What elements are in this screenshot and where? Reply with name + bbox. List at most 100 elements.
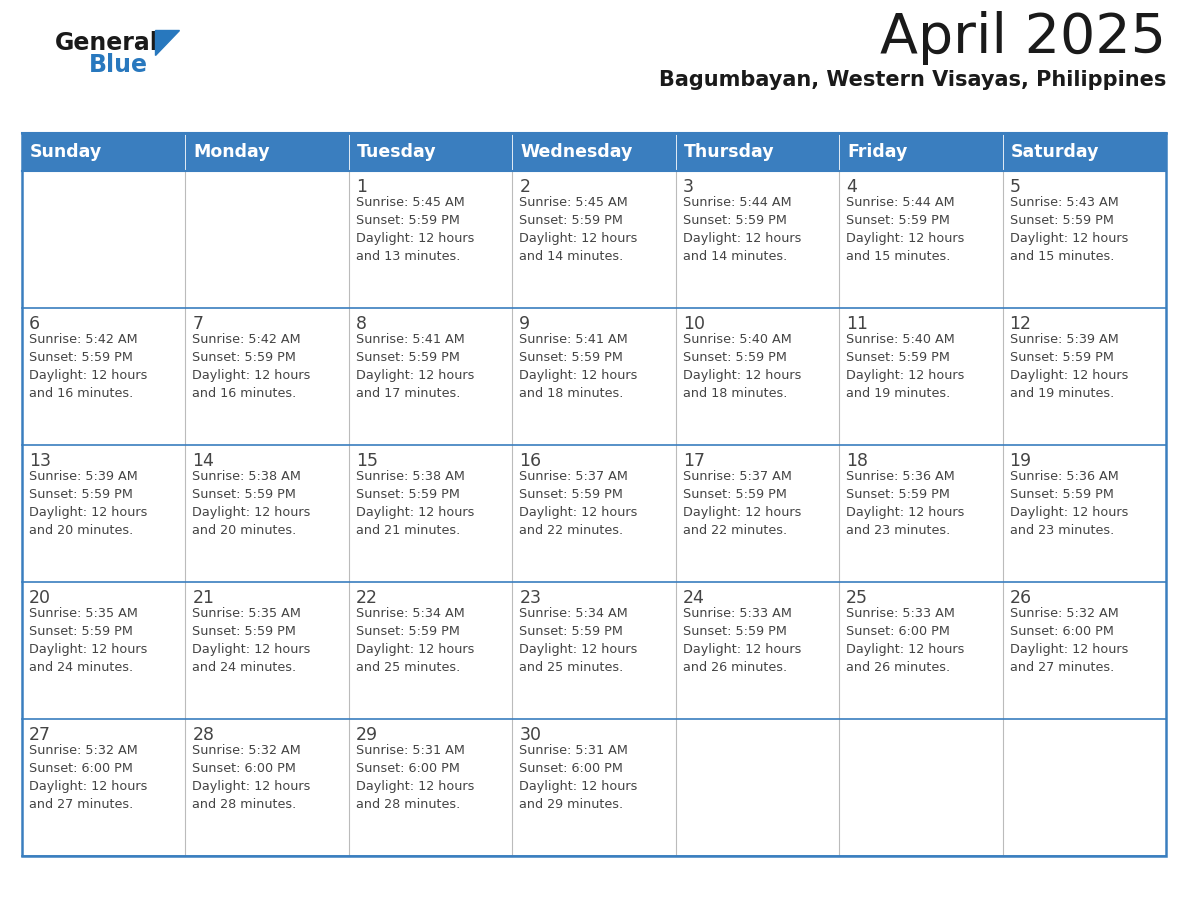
Bar bbox=[349, 171, 512, 308]
Text: General: General bbox=[55, 31, 159, 55]
Bar bbox=[512, 719, 676, 856]
Text: Sunrise: 5:38 AM: Sunrise: 5:38 AM bbox=[356, 470, 465, 483]
Text: and 26 minutes.: and 26 minutes. bbox=[683, 661, 786, 674]
Bar bbox=[349, 582, 512, 719]
Text: Sunset: 5:59 PM: Sunset: 5:59 PM bbox=[519, 625, 624, 638]
Text: and 22 minutes.: and 22 minutes. bbox=[683, 524, 786, 537]
Text: Sunset: 5:59 PM: Sunset: 5:59 PM bbox=[29, 488, 133, 501]
Bar bbox=[839, 308, 1003, 445]
Text: 8: 8 bbox=[356, 315, 367, 333]
Text: Daylight: 12 hours: Daylight: 12 hours bbox=[192, 643, 311, 656]
Bar bbox=[23, 171, 185, 308]
Text: Sunrise: 5:32 AM: Sunrise: 5:32 AM bbox=[192, 744, 302, 757]
Text: Daylight: 12 hours: Daylight: 12 hours bbox=[519, 643, 638, 656]
Text: Sunrise: 5:37 AM: Sunrise: 5:37 AM bbox=[519, 470, 628, 483]
Text: Sunrise: 5:40 AM: Sunrise: 5:40 AM bbox=[683, 333, 791, 346]
Text: Daylight: 12 hours: Daylight: 12 hours bbox=[846, 369, 965, 382]
Text: and 18 minutes.: and 18 minutes. bbox=[683, 387, 788, 400]
Text: Daylight: 12 hours: Daylight: 12 hours bbox=[29, 780, 147, 793]
Text: and 23 minutes.: and 23 minutes. bbox=[846, 524, 950, 537]
Text: Sunset: 5:59 PM: Sunset: 5:59 PM bbox=[356, 351, 460, 364]
Bar bbox=[349, 308, 512, 445]
Bar bbox=[1003, 171, 1165, 308]
Text: 20: 20 bbox=[29, 589, 51, 607]
Bar bbox=[839, 133, 1003, 171]
Text: Sunrise: 5:33 AM: Sunrise: 5:33 AM bbox=[846, 607, 955, 620]
Text: 3: 3 bbox=[683, 178, 694, 196]
Text: Sunset: 5:59 PM: Sunset: 5:59 PM bbox=[683, 351, 786, 364]
Text: 6: 6 bbox=[29, 315, 40, 333]
Text: Sunset: 6:00 PM: Sunset: 6:00 PM bbox=[519, 762, 624, 775]
Text: and 20 minutes.: and 20 minutes. bbox=[29, 524, 133, 537]
Bar bbox=[349, 719, 512, 856]
Text: Sunset: 5:59 PM: Sunset: 5:59 PM bbox=[846, 351, 950, 364]
Text: Daylight: 12 hours: Daylight: 12 hours bbox=[192, 780, 311, 793]
Text: and 24 minutes.: and 24 minutes. bbox=[29, 661, 133, 674]
Text: Thursday: Thursday bbox=[684, 143, 775, 161]
Text: 21: 21 bbox=[192, 589, 214, 607]
Text: 1: 1 bbox=[356, 178, 367, 196]
Text: Sunset: 5:59 PM: Sunset: 5:59 PM bbox=[192, 351, 296, 364]
Bar bbox=[676, 719, 839, 856]
Text: and 13 minutes.: and 13 minutes. bbox=[356, 250, 460, 263]
Text: Sunset: 5:59 PM: Sunset: 5:59 PM bbox=[519, 488, 624, 501]
Text: and 28 minutes.: and 28 minutes. bbox=[356, 798, 460, 811]
Text: Daylight: 12 hours: Daylight: 12 hours bbox=[356, 643, 474, 656]
Text: Daylight: 12 hours: Daylight: 12 hours bbox=[29, 506, 147, 519]
Text: Sunset: 6:00 PM: Sunset: 6:00 PM bbox=[356, 762, 460, 775]
Bar bbox=[676, 171, 839, 308]
Bar bbox=[839, 582, 1003, 719]
Text: Blue: Blue bbox=[89, 53, 148, 77]
Text: Sunrise: 5:39 AM: Sunrise: 5:39 AM bbox=[29, 470, 138, 483]
Bar bbox=[1003, 719, 1165, 856]
Text: 15: 15 bbox=[356, 452, 378, 470]
Text: 14: 14 bbox=[192, 452, 214, 470]
Text: Sunset: 5:59 PM: Sunset: 5:59 PM bbox=[192, 488, 296, 501]
Text: Sunrise: 5:41 AM: Sunrise: 5:41 AM bbox=[519, 333, 628, 346]
Bar bbox=[185, 171, 349, 308]
Text: Sunrise: 5:34 AM: Sunrise: 5:34 AM bbox=[356, 607, 465, 620]
Text: 22: 22 bbox=[356, 589, 378, 607]
Text: 29: 29 bbox=[356, 726, 378, 744]
Text: and 23 minutes.: and 23 minutes. bbox=[1010, 524, 1114, 537]
Text: Sunset: 5:59 PM: Sunset: 5:59 PM bbox=[846, 214, 950, 227]
Text: Sunrise: 5:44 AM: Sunrise: 5:44 AM bbox=[683, 196, 791, 209]
Text: Sunrise: 5:31 AM: Sunrise: 5:31 AM bbox=[356, 744, 465, 757]
Bar bbox=[512, 582, 676, 719]
Text: 26: 26 bbox=[1010, 589, 1031, 607]
Text: 10: 10 bbox=[683, 315, 704, 333]
Text: Monday: Monday bbox=[194, 143, 270, 161]
Text: Sunset: 5:59 PM: Sunset: 5:59 PM bbox=[1010, 488, 1113, 501]
Text: Sunrise: 5:45 AM: Sunrise: 5:45 AM bbox=[519, 196, 628, 209]
Bar bbox=[676, 133, 839, 171]
Text: and 20 minutes.: and 20 minutes. bbox=[192, 524, 297, 537]
Text: Sunset: 6:00 PM: Sunset: 6:00 PM bbox=[192, 762, 296, 775]
Bar bbox=[839, 445, 1003, 582]
Bar bbox=[512, 171, 676, 308]
Text: and 25 minutes.: and 25 minutes. bbox=[519, 661, 624, 674]
Text: Sunset: 5:59 PM: Sunset: 5:59 PM bbox=[683, 214, 786, 227]
Bar bbox=[676, 445, 839, 582]
Text: Sunset: 5:59 PM: Sunset: 5:59 PM bbox=[519, 214, 624, 227]
Text: Sunset: 5:59 PM: Sunset: 5:59 PM bbox=[846, 488, 950, 501]
Text: 25: 25 bbox=[846, 589, 868, 607]
Bar bbox=[185, 582, 349, 719]
Bar bbox=[185, 719, 349, 856]
Text: Saturday: Saturday bbox=[1011, 143, 1099, 161]
Text: and 14 minutes.: and 14 minutes. bbox=[519, 250, 624, 263]
Bar bbox=[1003, 133, 1165, 171]
Text: Sunset: 5:59 PM: Sunset: 5:59 PM bbox=[356, 625, 460, 638]
Text: Daylight: 12 hours: Daylight: 12 hours bbox=[356, 369, 474, 382]
Bar bbox=[23, 133, 1165, 856]
Text: 19: 19 bbox=[1010, 452, 1031, 470]
Text: Daylight: 12 hours: Daylight: 12 hours bbox=[356, 780, 474, 793]
Text: Friday: Friday bbox=[847, 143, 908, 161]
Text: Daylight: 12 hours: Daylight: 12 hours bbox=[192, 369, 311, 382]
Text: 4: 4 bbox=[846, 178, 857, 196]
Text: and 28 minutes.: and 28 minutes. bbox=[192, 798, 297, 811]
Text: Sunset: 5:59 PM: Sunset: 5:59 PM bbox=[29, 351, 133, 364]
Bar bbox=[676, 308, 839, 445]
Text: Sunset: 5:59 PM: Sunset: 5:59 PM bbox=[1010, 351, 1113, 364]
Text: Daylight: 12 hours: Daylight: 12 hours bbox=[846, 506, 965, 519]
Text: Sunrise: 5:37 AM: Sunrise: 5:37 AM bbox=[683, 470, 791, 483]
